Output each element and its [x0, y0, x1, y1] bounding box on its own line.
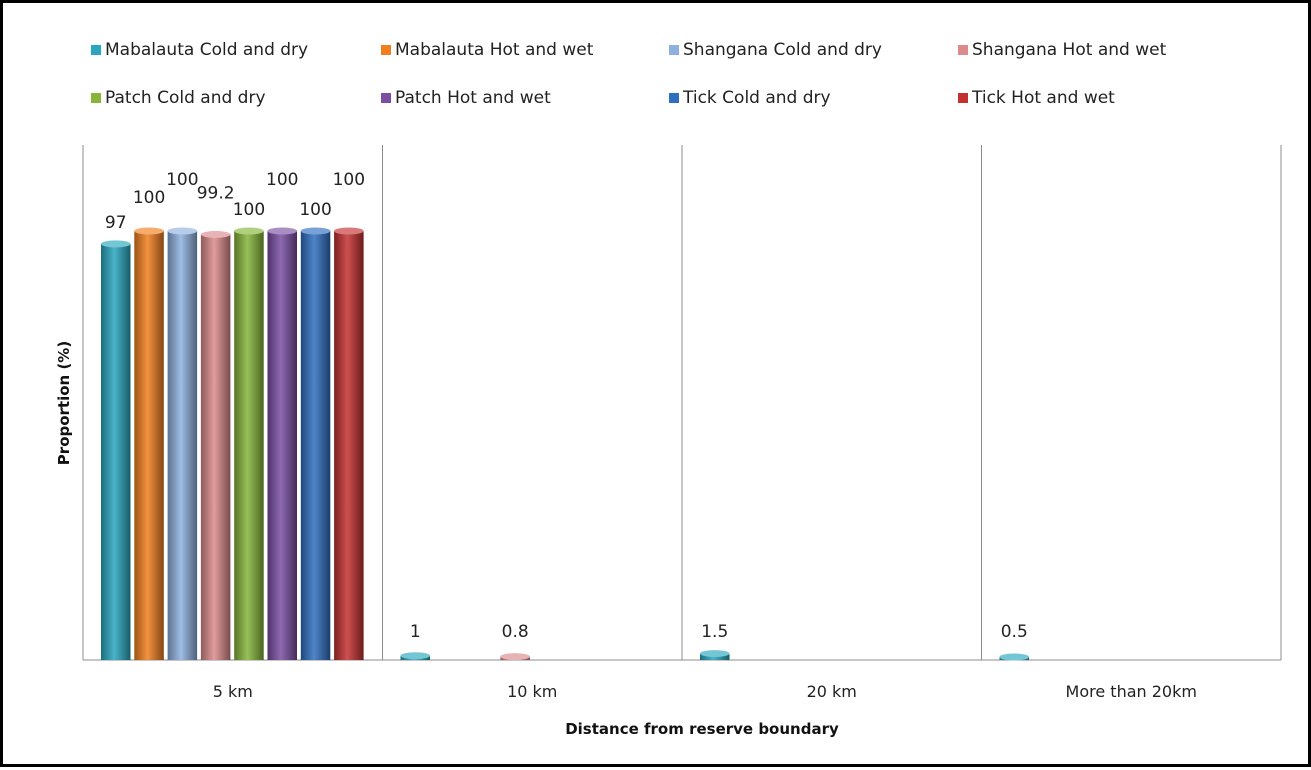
bar-top-1-2 [400, 652, 430, 660]
data-label: 1 [410, 622, 421, 642]
data-label: 100 [133, 188, 165, 208]
legend-label-1: Mabalauta Cold and dry [105, 40, 308, 60]
legend-swatch-8 [958, 93, 968, 103]
bar-top-1-4 [999, 653, 1029, 661]
data-label: 97 [105, 213, 127, 233]
bar-4-1 [200, 234, 231, 660]
data-label: 100 [233, 200, 265, 220]
bar-6-1 [267, 231, 297, 660]
bar-5-1 [234, 231, 264, 660]
data-label: 100 [299, 200, 331, 220]
data-label: 99.2 [197, 183, 235, 203]
data-label: 0.8 [502, 622, 529, 642]
data-label: 0.5 [1001, 622, 1028, 642]
legend-label-4: Shangana Hot and wet [972, 40, 1167, 60]
bar-top-8-1 [334, 227, 364, 235]
legend-swatch-2 [381, 45, 391, 55]
y-axis-title: Proportion (%) [55, 341, 73, 465]
legend-label-7: Tick Cold and dry [682, 88, 831, 108]
data-label: 100 [266, 170, 298, 190]
x-tick-label: 10 km [507, 682, 557, 701]
bar-top-4-1 [200, 230, 231, 238]
data-label: 1.5 [701, 622, 728, 642]
data-label: 100 [166, 170, 198, 190]
bar-chart: Mabalauta Cold and dry Mabalauta Hot and … [55, 40, 1282, 738]
bar-1-1 [101, 243, 131, 660]
legend-label-3: Shangana Cold and dry [683, 40, 882, 60]
bar-top-3-1 [167, 227, 198, 235]
bar-8-1 [334, 231, 364, 660]
bar-top-2-1 [134, 227, 164, 235]
x-axis-title: Distance from reserve boundary [565, 720, 839, 738]
legend-label-8: Tick Hot and wet [971, 88, 1115, 108]
x-tick-label: 20 km [807, 682, 857, 701]
legend-swatch-1 [91, 45, 101, 55]
bar-7-1 [300, 231, 331, 660]
bar-top-7-1 [300, 227, 331, 235]
x-tick-label: 5 km [213, 682, 253, 701]
legend-label-2: Mabalauta Hot and wet [395, 40, 594, 60]
bar-top-4-2 [500, 653, 530, 661]
bar-top-6-1 [267, 227, 297, 235]
legend-label-6: Patch Hot and wet [395, 88, 551, 108]
legend-swatch-3 [669, 45, 679, 55]
bar-top-5-1 [234, 227, 264, 235]
data-label: 100 [333, 170, 365, 190]
legend-swatch-4 [958, 45, 968, 55]
bar-top-1-1 [101, 240, 131, 248]
legend-label-5: Patch Cold and dry [105, 88, 266, 108]
legend-swatch-5 [91, 93, 101, 103]
x-tick-label: More than 20km [1066, 682, 1197, 701]
legend-swatch-6 [381, 93, 391, 103]
bar-3-1 [167, 231, 198, 660]
bar-top-1-3 [700, 650, 730, 658]
legend-swatch-7 [669, 93, 679, 103]
bar-2-1 [134, 231, 164, 660]
